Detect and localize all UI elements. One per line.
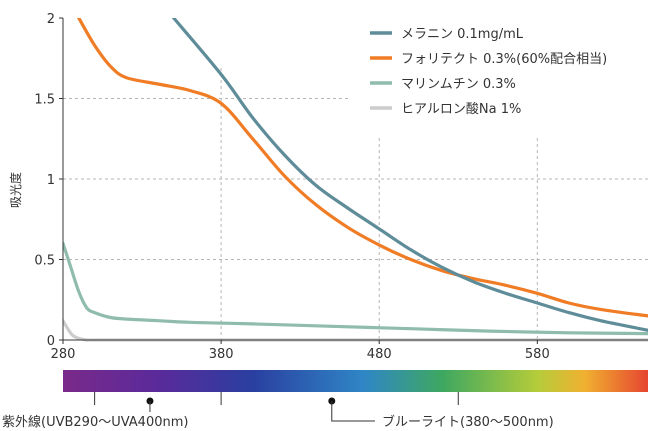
y-axis-label: 吸光度 bbox=[8, 172, 23, 208]
series-line-1 bbox=[172, 18, 648, 332]
x-tick-label: 280 bbox=[51, 347, 76, 362]
legend-label: マリンムチン 0.3% bbox=[401, 77, 516, 92]
legend: メラニン 0.1mg/mL フォリテクト 0.3%(60%配合相当) マリンムチン … bbox=[370, 27, 607, 117]
series-line-3 bbox=[63, 241, 648, 336]
legend-label: ヒアルロン酸Na 1% bbox=[401, 102, 521, 117]
blue-marker-line bbox=[331, 401, 375, 422]
y-tick-label: 0 bbox=[47, 334, 55, 349]
uv-range-label: 紫外線(UVB290〜UVA400nm) bbox=[2, 414, 188, 430]
y-tick-label: 1.5 bbox=[34, 93, 55, 108]
x-tick-label: 580 bbox=[525, 347, 550, 362]
spectrum-bar bbox=[63, 370, 648, 392]
y-tick-label: 1 bbox=[47, 173, 55, 188]
series-line-4 bbox=[63, 319, 648, 342]
y-tick-label: 2 bbox=[47, 12, 55, 27]
tick-labels: 00.511.52280380480580680 bbox=[34, 12, 550, 362]
legend-label: メラニン 0.1mg/mL bbox=[401, 27, 524, 42]
x-tick-label: 380 bbox=[209, 347, 234, 362]
legend-label: フォリテクト 0.3%(60%配合相当) bbox=[401, 52, 607, 67]
x-tick-label: 480 bbox=[367, 347, 392, 362]
grid-lines bbox=[63, 68, 648, 340]
spectrum-bar-group: 紫外線(UVB290〜UVA400nm) ブルーライト(380〜500nm) bbox=[2, 370, 648, 430]
blue-light-range-label: ブルーライト(380〜500nm) bbox=[382, 414, 554, 430]
series-line-2 bbox=[77, 18, 648, 318]
y-tick-label: 0.5 bbox=[34, 254, 55, 269]
